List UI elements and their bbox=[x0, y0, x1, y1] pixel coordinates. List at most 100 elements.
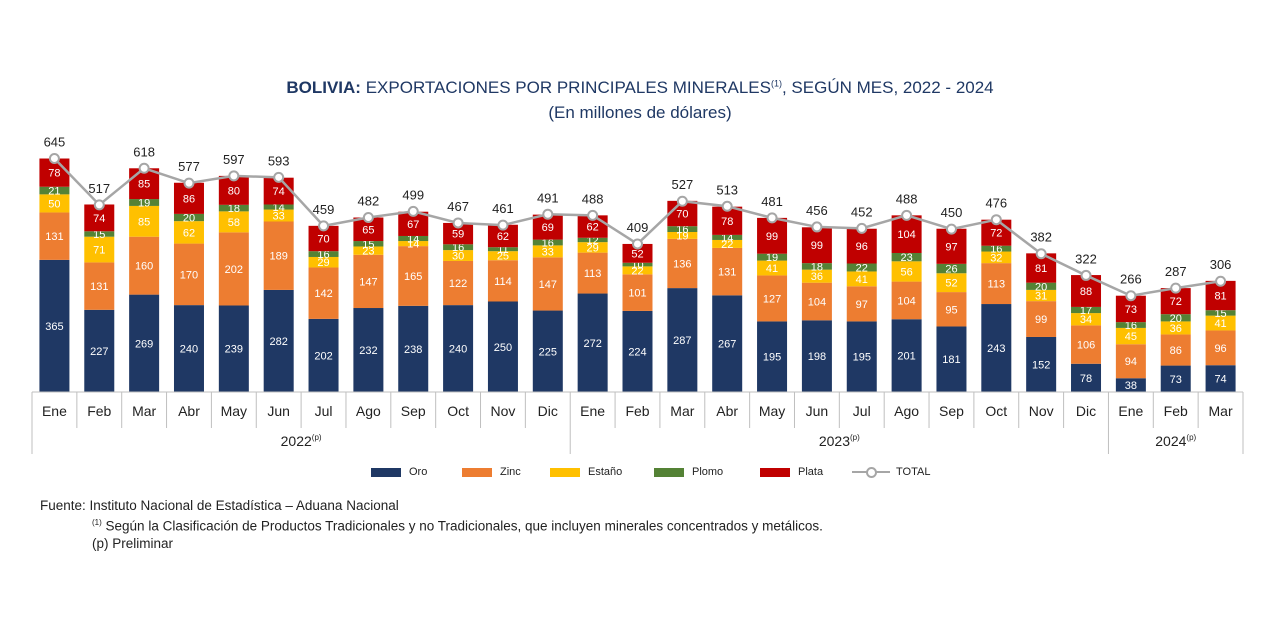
chart-subtitle: (En millones de dólares) bbox=[548, 103, 732, 122]
legend-swatch bbox=[654, 467, 684, 477]
segment-value-label: 74 bbox=[273, 186, 285, 198]
chart-title: BOLIVIA: EXPORTACIONES POR PRINCIPALES M… bbox=[286, 78, 994, 97]
segment-value-label: 195 bbox=[853, 352, 871, 364]
segment-value-label: 131 bbox=[718, 267, 736, 279]
x-tick-label: Ene bbox=[1118, 403, 1143, 419]
bar-segment-plata bbox=[846, 228, 877, 264]
segment-value-label: 73 bbox=[1170, 374, 1182, 386]
bar-segment-plata bbox=[801, 227, 832, 264]
x-tick-label: May bbox=[759, 403, 785, 419]
bar-segment-estaño bbox=[757, 260, 788, 276]
bar-segment-estaño bbox=[981, 251, 1012, 264]
total-value-label: 452 bbox=[851, 204, 873, 219]
segment-value-label: 97 bbox=[856, 299, 868, 311]
segment-value-label: 14 bbox=[407, 234, 419, 246]
bar-segment-zinc bbox=[577, 252, 608, 294]
total-marker bbox=[1125, 290, 1137, 302]
segment-value-label: 78 bbox=[1080, 373, 1092, 385]
total-value-label: 645 bbox=[44, 135, 66, 150]
bar-segment-plomo bbox=[1160, 314, 1191, 322]
segment-value-label: 99 bbox=[1035, 314, 1047, 326]
total-value-label: 481 bbox=[761, 194, 783, 209]
bar-segment-estaño bbox=[801, 269, 832, 283]
segment-value-label: 67 bbox=[407, 219, 419, 231]
legend-item-oro: Oro bbox=[371, 466, 427, 478]
total-marker bbox=[497, 219, 509, 231]
bar-segment-oro bbox=[1071, 363, 1102, 392]
bar-segment-oro bbox=[353, 308, 384, 392]
x-tick-label: Abr bbox=[716, 403, 738, 419]
total-value-label: 593 bbox=[268, 153, 290, 168]
bar-segment-estaño bbox=[1115, 327, 1146, 345]
bar-segment-estaño bbox=[846, 271, 877, 287]
segment-value-label: 202 bbox=[225, 264, 243, 276]
bar-segment-oro bbox=[1205, 365, 1236, 392]
bar-segment-zinc bbox=[218, 232, 249, 306]
bar-segment-plomo bbox=[1115, 322, 1146, 328]
segment-value-label: 36 bbox=[811, 271, 823, 283]
segment-value-label: 70 bbox=[676, 209, 688, 221]
segment-value-label: 14 bbox=[273, 202, 285, 214]
segment-value-label: 18 bbox=[228, 203, 240, 215]
bar-segment-plata bbox=[757, 217, 788, 254]
bar-segment-zinc bbox=[84, 262, 115, 310]
bar-segment-plomo bbox=[1205, 310, 1236, 316]
segment-value-label: 29 bbox=[587, 242, 599, 254]
total-marker bbox=[990, 214, 1002, 226]
segment-value-label: 16 bbox=[542, 237, 554, 249]
bar-segment-oro bbox=[173, 305, 204, 392]
bar-segment-oro bbox=[129, 294, 160, 392]
total-marker bbox=[318, 220, 330, 232]
bar-segment-oro bbox=[577, 293, 608, 392]
segment-value-label: 239 bbox=[225, 344, 243, 356]
bar-segment-zinc bbox=[1026, 301, 1057, 337]
segment-value-label: 16 bbox=[317, 249, 329, 261]
bar-segment-estaño bbox=[173, 221, 204, 244]
bar-segment-plata bbox=[487, 224, 518, 248]
bar-segment-oro bbox=[263, 289, 294, 392]
total-value-label: 306 bbox=[1210, 257, 1232, 272]
x-tick-label: Sep bbox=[401, 403, 426, 419]
segment-value-label: 94 bbox=[1125, 356, 1137, 368]
x-tick-label: Nov bbox=[490, 403, 515, 419]
segment-value-label: 14 bbox=[721, 232, 733, 244]
bar-segment-plomo bbox=[981, 245, 1012, 252]
bar-segment-zinc bbox=[1160, 334, 1191, 366]
segment-value-label: 142 bbox=[314, 288, 332, 300]
segment-value-label: 267 bbox=[718, 339, 736, 351]
segment-value-label: 86 bbox=[1170, 345, 1182, 357]
segment-value-label: 14 bbox=[407, 239, 419, 251]
x-tick-label: Feb bbox=[87, 403, 111, 419]
segment-value-label: 15 bbox=[93, 229, 105, 241]
year-label: 2022(p) bbox=[281, 433, 322, 449]
segment-value-label: 122 bbox=[449, 278, 467, 290]
segment-value-label: 29 bbox=[317, 257, 329, 269]
total-value-label: 266 bbox=[1120, 272, 1142, 287]
total-marker bbox=[138, 162, 150, 174]
segment-value-label: 33 bbox=[273, 211, 285, 223]
bar-segment-estaño bbox=[218, 211, 249, 233]
bar-segment-zinc bbox=[936, 292, 967, 327]
x-tick-label: Abr bbox=[178, 403, 200, 419]
legend-item-plomo: Plomo bbox=[654, 466, 723, 478]
bar-segment-plomo bbox=[757, 253, 788, 261]
source-line: Fuente: Instituto Nacional de Estadístic… bbox=[40, 498, 399, 513]
segment-value-label: 81 bbox=[1214, 291, 1226, 303]
total-value-label: 467 bbox=[447, 199, 469, 214]
bar-segment-plomo bbox=[129, 199, 160, 206]
segment-value-label: 106 bbox=[1077, 340, 1095, 352]
total-marker bbox=[632, 238, 643, 250]
segment-value-label: 58 bbox=[228, 217, 240, 229]
total-value-label: 287 bbox=[1165, 264, 1187, 279]
total-value-label: 322 bbox=[1075, 251, 1097, 266]
total-value-label: 491 bbox=[537, 190, 559, 205]
bar-segment-estaño bbox=[487, 251, 518, 261]
total-marker bbox=[1035, 248, 1047, 260]
bar-segment-zinc bbox=[891, 281, 922, 320]
legend-swatch bbox=[371, 467, 401, 477]
bar-segment-oro bbox=[1115, 378, 1146, 392]
bar-segment-estaño bbox=[398, 241, 429, 247]
total-value-label: 461 bbox=[492, 201, 514, 216]
x-tick-label: Sep bbox=[939, 403, 964, 419]
bar-segment-zinc bbox=[398, 246, 429, 306]
